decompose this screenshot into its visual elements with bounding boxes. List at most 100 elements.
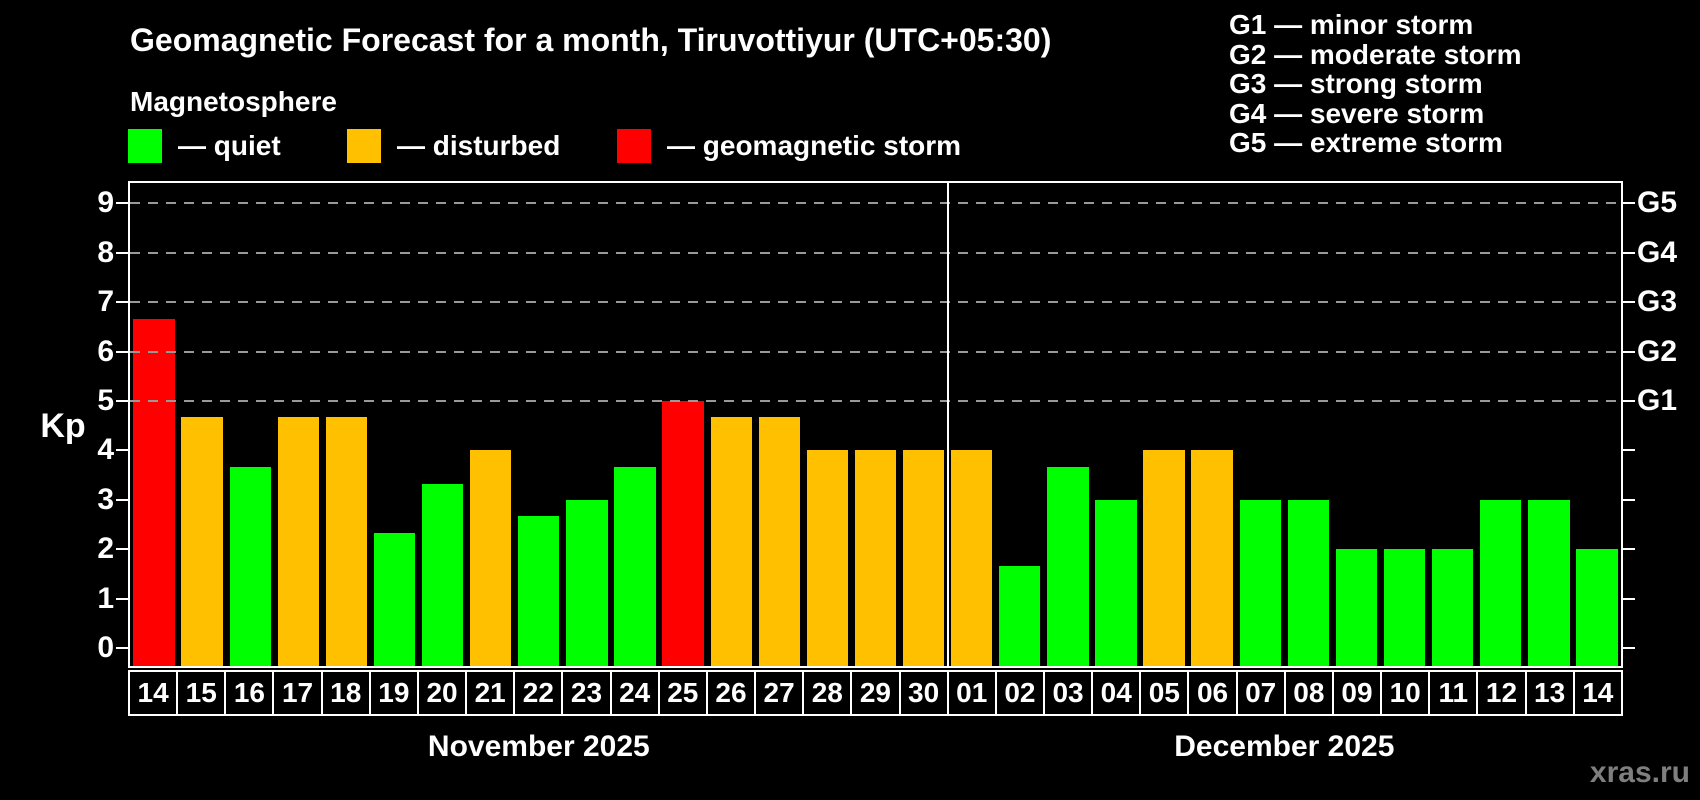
y-tick-right-7: [1623, 301, 1635, 304]
bar-slot-26: [707, 183, 755, 666]
month-label-november: November 2025: [427, 730, 650, 763]
gridline-kp7: [130, 301, 1621, 304]
bar-slot-14: [130, 183, 178, 666]
kp-bar-day-03: [1047, 466, 1089, 666]
bar-slot-21: [467, 183, 515, 666]
kp-bar-day-26: [710, 417, 752, 666]
date-cell-12: 12: [1476, 670, 1527, 716]
status-legend: — quiet — disturbed — geomagnetic storm: [128, 129, 1028, 163]
kp-bar-chart: 0 1 2 3 4 5 6 7 8 9 G1 G2 G3 G4 G5: [97, 181, 1677, 668]
g-scale-legend: G1 — minor storm G2 — moderate storm G3 — …: [1229, 10, 1522, 158]
legend-item-disturbed: — disturbed: [347, 129, 560, 163]
date-cell-13: 13: [1524, 670, 1575, 716]
y-tick-label-1: 1: [97, 581, 114, 615]
y-tick-right-8: [1623, 251, 1635, 254]
g-legend-line-4: G4 — severe storm: [1229, 97, 1485, 129]
date-cell-14: 14: [128, 670, 179, 716]
kp-bar-day-12: [1480, 499, 1522, 666]
gridline-kp8: [130, 251, 1621, 254]
bar-slot-05: [1140, 183, 1188, 666]
xras-watermark: xras.ru: [1589, 756, 1690, 789]
y-tick-left-7: [116, 301, 128, 304]
date-cell-03: 03: [1042, 670, 1094, 716]
y-tick-left-1: [116, 597, 128, 600]
y-tick-right-5: [1623, 400, 1635, 402]
date-cell-08: 08: [1283, 670, 1334, 716]
date-cell-24: 24: [609, 670, 660, 716]
kp-bar-day-21: [470, 450, 512, 666]
kp-bar-day-10: [1383, 549, 1426, 666]
y-tick-left-5: [116, 400, 128, 402]
y-tick-right-4: [1623, 449, 1635, 452]
bar-slot-06: [1188, 183, 1236, 666]
bar-slot-27: [755, 183, 803, 666]
bar-slot-12: [1477, 183, 1525, 666]
y-tick-label-9: 9: [97, 186, 114, 220]
kp-bar-day-05: [1143, 450, 1185, 666]
g-legend-line-2: G2 — moderate storm: [1229, 38, 1522, 70]
disturbed-swatch: [347, 129, 381, 163]
kp-bar-day-02: [999, 565, 1041, 666]
gridline-kp9: [130, 202, 1621, 205]
y-tick-right-6: [1623, 350, 1635, 353]
date-cell-11: 11: [1428, 670, 1479, 716]
y-tick-label-5: 5: [97, 384, 114, 417]
date-cell-22: 22: [513, 670, 564, 716]
date-cell-06: 06: [1187, 670, 1238, 716]
kp-bar-day-14: [1576, 549, 1618, 666]
kp-bar-day-14: [133, 318, 175, 666]
y-tick-right-2: [1623, 548, 1635, 551]
y-tick-label-0: 0: [97, 631, 114, 664]
kp-bar-day-20: [421, 483, 464, 666]
date-cell-04: 04: [1091, 670, 1142, 716]
g-scale-label-g2: G2: [1637, 334, 1678, 368]
y-tick-left-8: [116, 251, 128, 254]
y-tick-label-3: 3: [97, 482, 114, 516]
g-scale-label-g1: G1: [1637, 384, 1678, 417]
page-title: Geomagnetic Forecast for a month, Tiruvo…: [130, 22, 1052, 58]
y-tick-left-6: [116, 350, 128, 353]
g-scale-label-g4: G4: [1637, 235, 1678, 269]
bar-slot-14: [1573, 183, 1621, 666]
date-cell-20: 20: [416, 670, 468, 716]
kp-bar-day-18: [325, 417, 368, 666]
g-legend-line-1: G1 — minor storm: [1229, 9, 1474, 40]
bar-slot-13: [1525, 183, 1573, 666]
bar-slot-18: [322, 183, 370, 666]
date-cell-19: 19: [368, 670, 419, 716]
date-cell-21: 21: [465, 670, 516, 716]
g-scale-label-g5: G5: [1637, 186, 1678, 220]
gridline-kp5: [130, 400, 1621, 402]
kp-bar-day-15: [181, 417, 223, 666]
bar-slot-04: [1092, 183, 1140, 666]
gridline-kp6: [130, 350, 1621, 353]
bar-slot-23: [563, 183, 611, 666]
y-tick-right-1: [1623, 597, 1635, 600]
kp-bar-day-27: [758, 417, 800, 666]
y-tick-label-7: 7: [97, 285, 114, 319]
date-cell-10: 10: [1380, 670, 1431, 716]
bar-slot-03: [1044, 183, 1092, 666]
kp-bar-day-29: [854, 450, 897, 666]
bar-slot-15: [178, 183, 226, 666]
bar-slot-11: [1429, 183, 1477, 666]
y-tick-right-3: [1623, 498, 1635, 501]
bar-slot-25: [659, 183, 707, 666]
bar-slot-16: [226, 183, 274, 666]
kp-bar-day-28: [806, 450, 849, 666]
g-legend-line-5: G5 — extreme storm: [1229, 127, 1503, 158]
date-axis: 14 15 16 17 18 19 20 21 22 23 24 25 26 27 28 29 30 01 02 03…: [128, 670, 1623, 716]
kp-bar-day-07: [1239, 499, 1281, 666]
kp-bar-day-16: [229, 466, 271, 666]
y-tick-left-0: [116, 647, 128, 649]
date-cell-30: 30: [898, 670, 949, 716]
kp-bar-day-11: [1431, 549, 1474, 666]
bars-container: [130, 183, 1621, 666]
g-scale-label-g3: G3: [1637, 285, 1678, 319]
date-cell-02: 02: [994, 670, 1045, 716]
bar-slot-07: [1236, 183, 1284, 666]
bar-slot-17: [274, 183, 322, 666]
legend-label-storm: — geomagnetic storm: [667, 130, 962, 161]
y-tick-left-4: [116, 449, 128, 452]
date-cell-16: 16: [224, 670, 275, 716]
